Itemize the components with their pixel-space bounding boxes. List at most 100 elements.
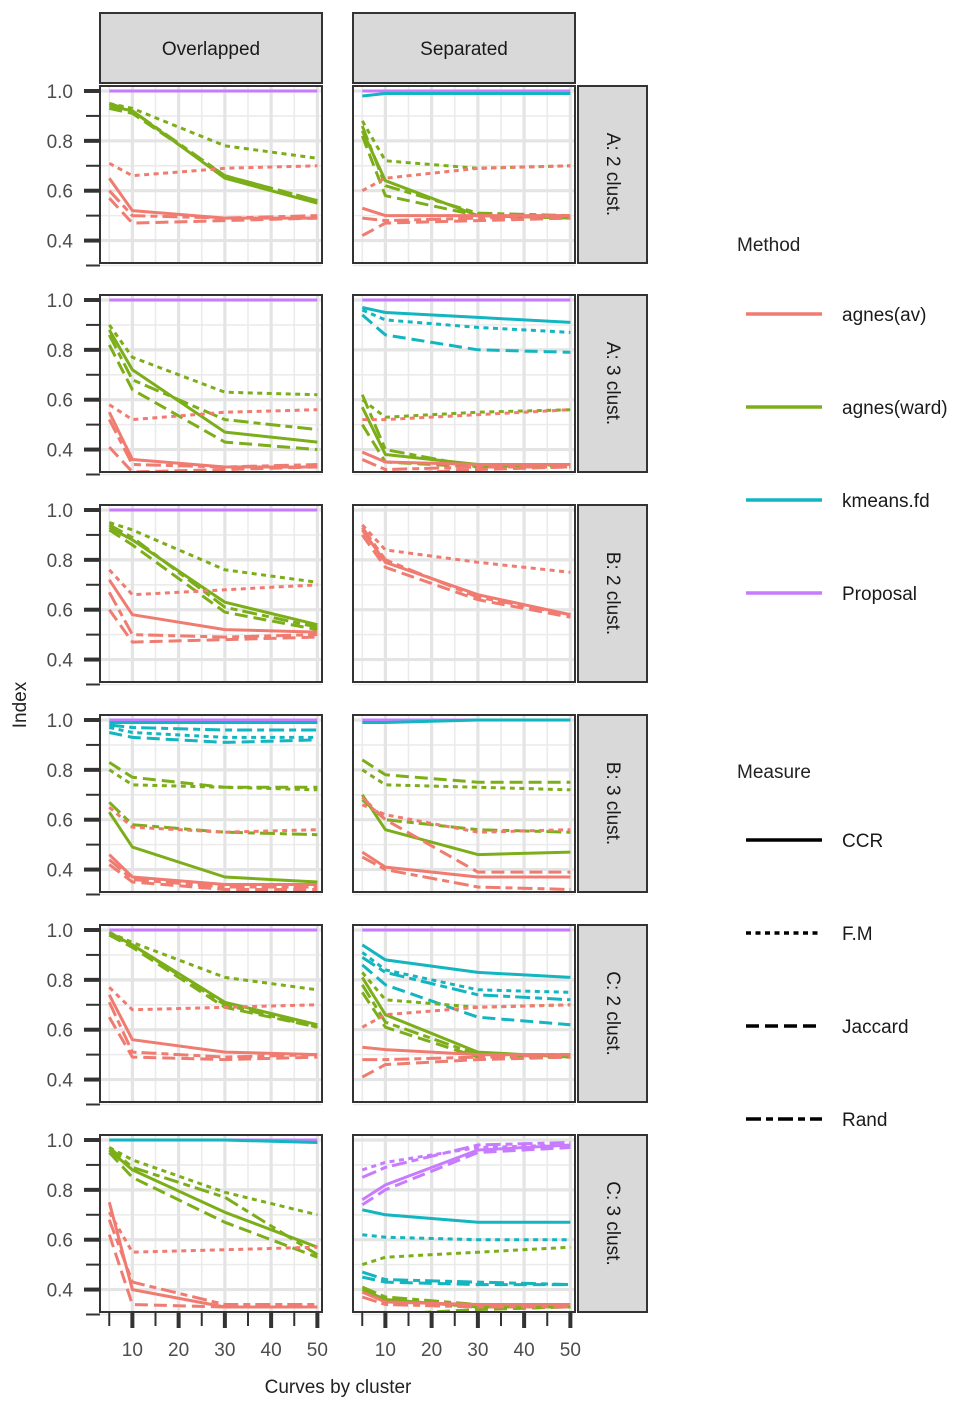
- panel-border: [352, 714, 576, 893]
- x-tick-label: 40: [261, 1340, 282, 1361]
- series-agnes-ward-rand: [361, 984, 571, 1057]
- legend-label-f-m: F.M: [842, 924, 873, 945]
- panel-series: [107, 298, 318, 472]
- panel-series: [360, 89, 571, 237]
- panel-b-3-clust-overlapped: [99, 714, 323, 896]
- series-kmeans-fd-ccr: [361, 943, 571, 979]
- y-tick-label: 0.8: [47, 971, 73, 992]
- series-kmeans-fd-ccr: [362, 718, 571, 724]
- column-strip-label: Separated: [420, 39, 508, 60]
- panel-series: [108, 718, 318, 891]
- x-tick-label: 40: [514, 1340, 535, 1361]
- series-agnes-av-f-m: [361, 523, 571, 574]
- y-tick-label: 0.4: [47, 441, 74, 462]
- series-agnes-av-ccr: [107, 994, 318, 1057]
- series-agnes-ward-jaccard: [108, 1151, 318, 1259]
- legend-layer: agnes(av) agnes(ward) kmeans.fd Proposal CCR…: [746, 305, 948, 1131]
- strips-layer: Overlapped Separated A: 2 clust. A: 3 clust…: [99, 12, 648, 1313]
- series-agnes-ward-rand: [108, 102, 318, 203]
- series-agnes-av-rand: [107, 1001, 318, 1059]
- y-tick-label: 0.6: [47, 811, 73, 832]
- x-tick-label: 30: [214, 1340, 235, 1361]
- panel-c-3-clust-separated: [352, 1134, 576, 1316]
- series-agnes-ward-rand: [108, 523, 318, 629]
- panel-b-2-clust-overlapped: [99, 504, 323, 686]
- series-agnes-ward-f-m: [361, 398, 571, 419]
- series-agnes-av-ccr: [361, 450, 571, 466]
- panel-series: [361, 1141, 571, 1312]
- series-agnes-av-jaccard: [361, 534, 571, 619]
- row-strip-label: A: 3 clust.: [602, 342, 623, 425]
- panel-border: [352, 85, 576, 264]
- series-agnes-ward-ccr: [108, 811, 318, 884]
- series-agnes-ward-jaccard: [107, 344, 318, 452]
- y-tick-label: 0.6: [47, 182, 73, 203]
- panel-border: [99, 504, 323, 683]
- row-strip-b-2-clust: [577, 504, 648, 683]
- row-strip-label: B: 2 clust.: [602, 552, 623, 635]
- series-agnes-av-f-m: [108, 806, 318, 834]
- series-agnes-av-f-m: [361, 803, 571, 834]
- y-tick-label: 0.8: [47, 341, 73, 362]
- panel-series: [361, 523, 571, 619]
- row-strip-label: C: 3 clust.: [602, 1181, 623, 1265]
- x-tick-label: 30: [467, 1340, 488, 1361]
- series-agnes-ward-f-m: [108, 1146, 318, 1217]
- series-kmeans-fd-f-m: [361, 308, 571, 334]
- axes-layer: 0.4 0.6 0.8 1.0 0.4 0.6 0.8 1.0 0.4 0.6 0.8 1.0 0.4 0…: [47, 82, 581, 1361]
- series-agnes-ward-ccr: [108, 526, 318, 627]
- series-agnes-ward-f-m: [361, 1245, 571, 1267]
- y-tick-label: 1.0: [47, 921, 73, 942]
- panels-layer: [99, 85, 576, 1316]
- panel-border: [99, 1134, 323, 1313]
- panel-series: [107, 508, 318, 644]
- row-strip-c-2-clust: [577, 924, 648, 1103]
- series-agnes-av-jaccard: [108, 446, 318, 472]
- series-agnes-av-rand: [107, 591, 318, 639]
- y-tick-label: 0.8: [47, 132, 73, 153]
- x-tick-label: 10: [122, 1340, 143, 1361]
- series-agnes-av-rand: [361, 1295, 571, 1309]
- series-agnes-ward-f-m: [108, 324, 318, 397]
- series-kmeans-fd-ccr: [361, 1208, 571, 1224]
- series-agnes-ward-rand: [107, 334, 318, 432]
- panel-series: [360, 298, 571, 472]
- panel-border: [352, 504, 576, 683]
- series-agnes-av-ccr: [361, 1290, 571, 1306]
- panel-c-2-clust-overlapped: [99, 924, 323, 1106]
- series-kmeans-fd-ccr: [361, 306, 571, 324]
- panel-c-2-clust-separated: [352, 924, 576, 1106]
- series-agnes-av-ccr: [108, 578, 318, 634]
- row-strip-a-2-clust: [577, 85, 648, 264]
- y-tick-label: 0.4: [47, 1281, 74, 1302]
- series-agnes-av-rand: [107, 418, 318, 469]
- series-agnes-av-f-m: [362, 408, 571, 422]
- row-strip-label: A: 2 clust.: [602, 133, 623, 216]
- series-kmeans-fd-jaccard: [361, 963, 571, 1027]
- panel-series: [107, 928, 318, 1062]
- series-agnes-ward-jaccard: [361, 991, 571, 1059]
- panel-b-3-clust-separated: [352, 714, 576, 896]
- series-kmeans-fd-jaccard: [361, 313, 571, 354]
- series-agnes-ward-f-m: [108, 768, 318, 792]
- series-agnes-av-jaccard: [108, 608, 318, 644]
- y-tick-label: 0.6: [47, 601, 73, 622]
- series-agnes-av-ccr: [108, 853, 318, 886]
- panel-a-3-clust-separated: [352, 294, 576, 476]
- y-tick-label: 0.8: [47, 1181, 73, 1202]
- y-tick-label: 1.0: [47, 291, 73, 312]
- series-kmeans-fd-jaccard: [361, 1275, 571, 1287]
- panel-c-3-clust-overlapped: [99, 1134, 323, 1316]
- panel-border: [99, 294, 323, 473]
- series-proposal-ccr: [361, 1143, 571, 1202]
- series-agnes-ward-f-m: [361, 768, 571, 792]
- series-kmeans-fd-f-m: [362, 1233, 571, 1242]
- panel-a-2-clust-separated: [352, 85, 576, 267]
- legend-label-rand: Rand: [842, 1110, 887, 1131]
- series-agnes-av-f-m: [108, 986, 318, 1012]
- panel-a-2-clust-overlapped: [99, 85, 323, 267]
- series-agnes-av-ccr: [361, 850, 571, 879]
- legend-method-title: Method: [737, 235, 800, 256]
- x-tick-label: 50: [307, 1340, 328, 1361]
